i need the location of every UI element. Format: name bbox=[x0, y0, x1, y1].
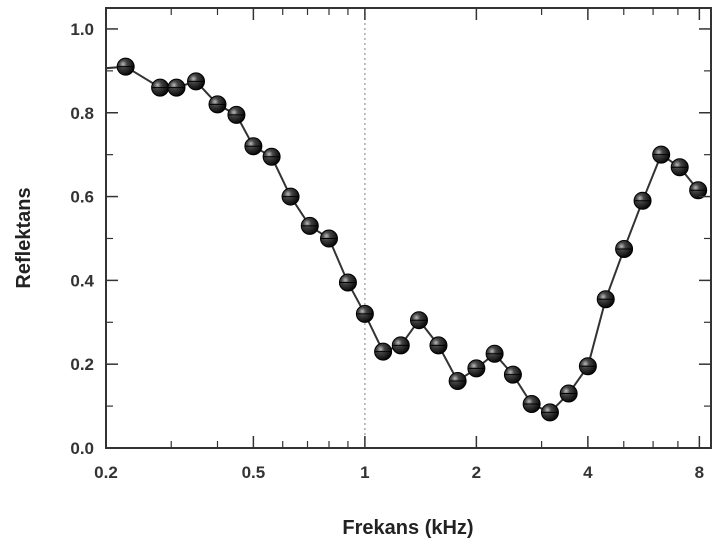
x-tick-label: 0.5 bbox=[242, 463, 266, 482]
data-point bbox=[670, 158, 689, 177]
data-point bbox=[689, 181, 708, 200]
data-point bbox=[374, 342, 393, 361]
data-point bbox=[652, 145, 671, 164]
x-tick-label: 0.2 bbox=[94, 463, 118, 482]
data-point bbox=[596, 290, 615, 309]
y-axis-title: Reflektans bbox=[13, 187, 35, 288]
data-point bbox=[467, 359, 486, 378]
data-point bbox=[540, 403, 559, 422]
data-point bbox=[187, 72, 206, 91]
data-point bbox=[429, 336, 448, 355]
data-point bbox=[167, 78, 186, 97]
data-point bbox=[262, 147, 281, 166]
y-tick-label: 0.6 bbox=[70, 188, 94, 207]
plot-frame bbox=[105, 7, 712, 449]
data-point bbox=[410, 311, 429, 330]
data-point bbox=[208, 95, 227, 114]
data-point bbox=[281, 187, 300, 206]
data-point bbox=[633, 191, 652, 210]
data-point bbox=[522, 395, 541, 413]
x-axis-title: Frekans (kHz) bbox=[342, 517, 473, 539]
y-tick-label: 0.8 bbox=[70, 104, 94, 123]
y-tick-label: 0.0 bbox=[70, 439, 94, 458]
data-point bbox=[151, 78, 170, 97]
data-point bbox=[62, 62, 79, 79]
x-tick-label: 4 bbox=[583, 463, 593, 482]
data-point bbox=[319, 229, 338, 248]
data-point bbox=[338, 273, 357, 292]
data-point bbox=[615, 239, 634, 258]
x-tick-label: 2 bbox=[472, 463, 481, 482]
y-tick-label: 0.2 bbox=[70, 355, 94, 374]
x-tick-label: 8 bbox=[695, 463, 704, 482]
x-tick-label: 1 bbox=[360, 463, 369, 482]
data-point bbox=[355, 304, 374, 323]
data-point bbox=[578, 357, 597, 376]
data-point bbox=[448, 371, 467, 390]
y-tick-label: 0.4 bbox=[70, 271, 94, 290]
data-point bbox=[391, 336, 410, 355]
data-point bbox=[300, 216, 319, 235]
data-point bbox=[503, 365, 522, 384]
y-tick-label: 1.0 bbox=[70, 20, 94, 39]
data-point bbox=[559, 384, 578, 403]
data-point bbox=[244, 137, 263, 156]
data-point bbox=[485, 344, 504, 363]
data-point bbox=[227, 105, 246, 124]
data-point bbox=[116, 57, 135, 76]
